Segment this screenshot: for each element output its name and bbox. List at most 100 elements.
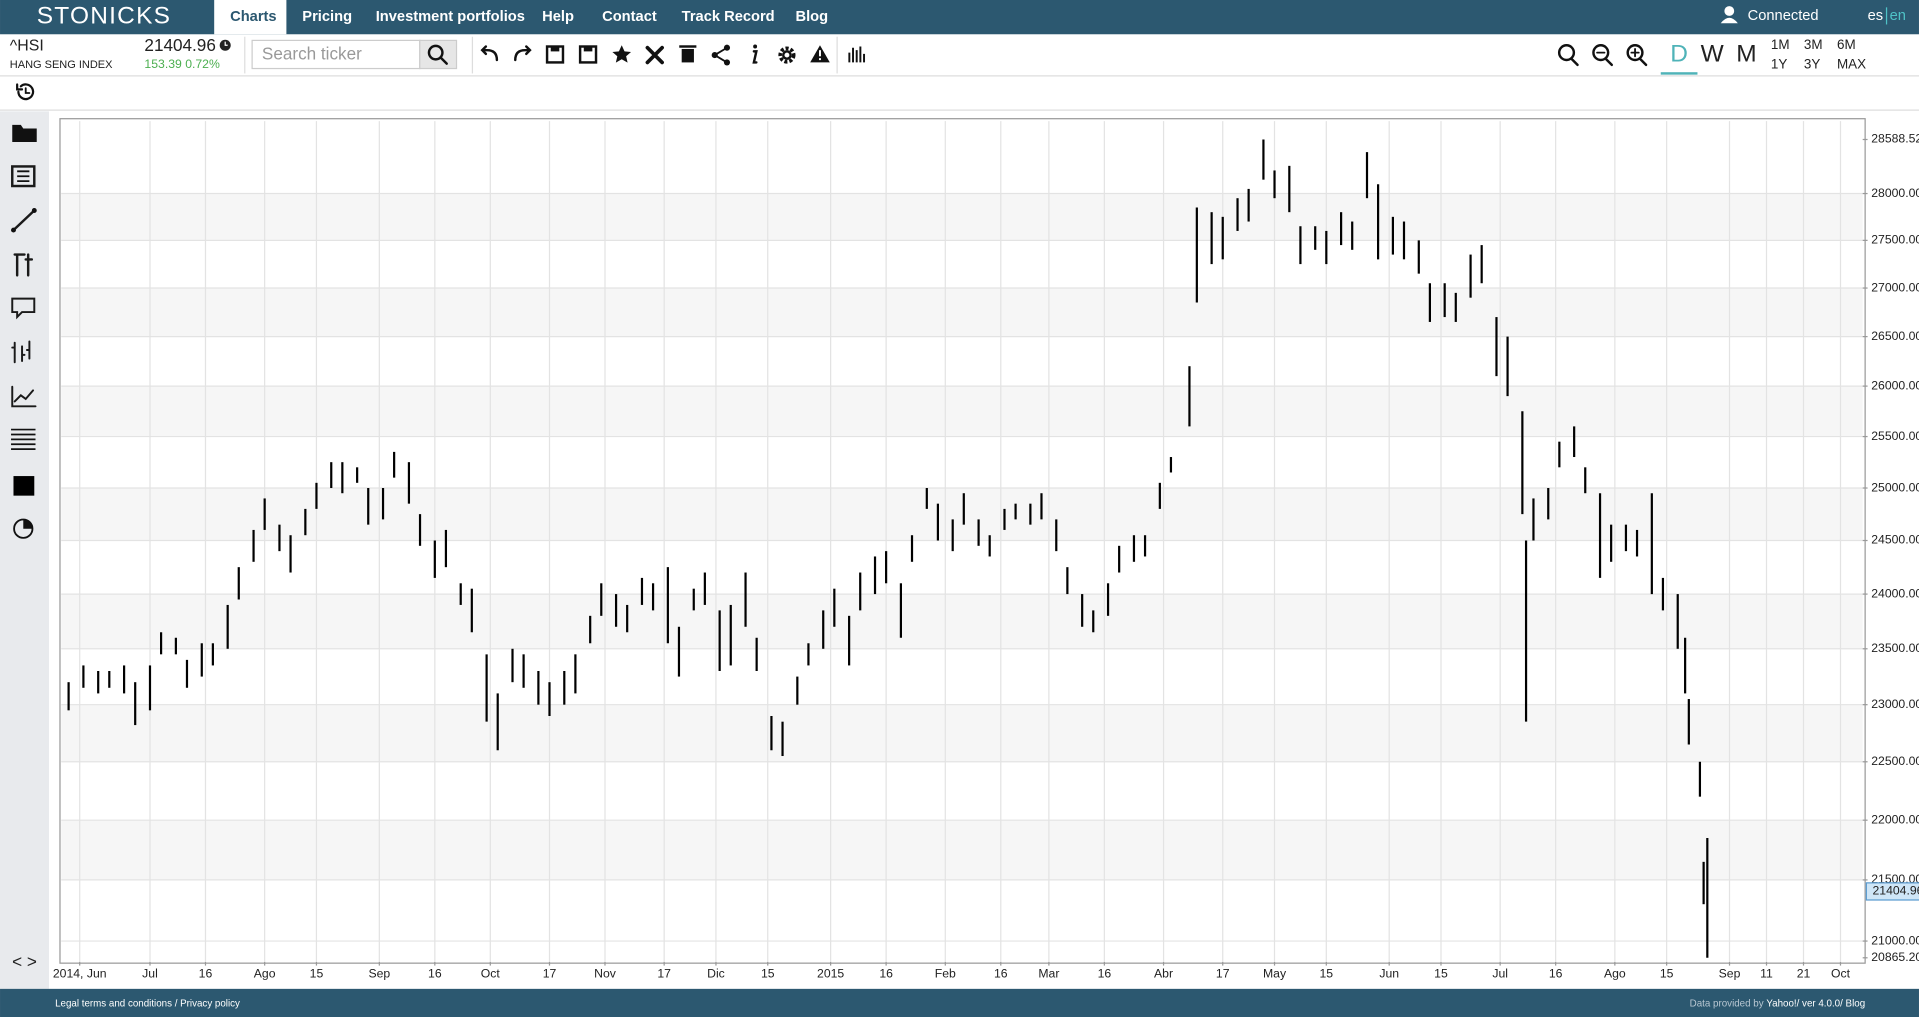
x-tick-label: Mar xyxy=(1038,966,1059,980)
x-tick-label: Feb xyxy=(935,966,956,980)
ticker-price: 21404.96 xyxy=(144,35,215,55)
nav-item[interactable]: Help xyxy=(542,9,574,25)
y-tick-label: 24500.00 xyxy=(1871,533,1919,547)
x-tick-label: 15 xyxy=(761,966,775,980)
nav-item[interactable]: Investment portfolios xyxy=(376,9,525,25)
redo-button[interactable] xyxy=(514,45,532,62)
footer-separator: / xyxy=(175,998,178,1009)
toolbar-row: ^HSI HANG SENG INDEX 21404.96 153.39 0.7… xyxy=(10,35,1866,75)
footer: Legal terms and conditions / Privacy pol… xyxy=(0,988,1919,1017)
nav-item[interactable]: Pricing xyxy=(302,9,352,25)
language-en[interactable]: en xyxy=(1890,8,1906,24)
line-tool-button[interactable] xyxy=(11,208,37,233)
nav-bar xyxy=(0,0,1919,35)
x-tick-label: 17 xyxy=(1216,966,1230,980)
connection-status[interactable]: Connected xyxy=(1748,8,1819,24)
range-button[interactable]: 1Y xyxy=(1771,56,1787,71)
settings-button[interactable] xyxy=(778,46,796,64)
x-tick-label: 17 xyxy=(543,966,557,980)
save-button[interactable] xyxy=(545,45,565,64)
provided-by: Data provided by xyxy=(1690,998,1764,1009)
footer-credits: Data provided by Yahoo!/ ver 4.0.0/ Blog xyxy=(1690,998,1865,1009)
x-tick-label: 16 xyxy=(879,966,893,980)
sidebar: < > xyxy=(0,111,49,989)
fib-tool-button[interactable] xyxy=(13,253,34,277)
source-link[interactable]: Yahoo! xyxy=(1766,998,1796,1009)
footer-links: Legal terms and conditions / Privacy pol… xyxy=(55,998,240,1009)
version: / ver 4.0.0/ xyxy=(1797,998,1843,1009)
x-tick-label: May xyxy=(1263,966,1287,980)
privacy-link[interactable]: Privacy policy xyxy=(180,998,240,1009)
indicators-button[interactable] xyxy=(11,385,37,408)
zoom-in-button[interactable] xyxy=(1626,44,1648,67)
chart: 21000.0021500.0022000.0022500.0023000.00… xyxy=(53,121,1919,980)
user-icon xyxy=(1720,6,1738,24)
range-button[interactable]: 3Y xyxy=(1804,56,1820,71)
x-tick-label: Abr xyxy=(1154,966,1173,980)
scale-button[interactable]: M xyxy=(1736,41,1756,68)
scale-button[interactable]: D xyxy=(1670,41,1688,68)
list-button[interactable] xyxy=(11,165,36,188)
y-tick-label: 25000.00 xyxy=(1871,480,1919,494)
zoom-fit-button[interactable] xyxy=(1557,44,1579,67)
zoom-out-button[interactable] xyxy=(1592,44,1614,67)
x-tick-label: Jul xyxy=(1492,966,1508,980)
clock-icon xyxy=(219,39,231,51)
grid-button[interactable] xyxy=(11,428,36,451)
y-tick-label: 21000.00 xyxy=(1871,933,1919,947)
grid-band xyxy=(61,594,1863,649)
delete-button[interactable] xyxy=(679,45,697,63)
grid-band xyxy=(61,288,1863,337)
logo[interactable]: STONICKS xyxy=(37,3,171,30)
range-button[interactable]: 1M xyxy=(1771,37,1790,52)
y-tick-label: 28588.52 xyxy=(1871,132,1919,146)
comment-button[interactable] xyxy=(11,297,36,320)
nav-item[interactable]: Contact xyxy=(602,9,657,25)
favorite-button[interactable] xyxy=(612,45,632,63)
y-tick-label: 27500.00 xyxy=(1871,233,1919,247)
grid-band xyxy=(61,193,1863,241)
range-button[interactable]: 6M xyxy=(1837,37,1856,52)
y-tick-label: 20865.20 xyxy=(1871,950,1919,964)
nav-item[interactable]: Blog xyxy=(796,9,829,25)
x-tick-label: Oct xyxy=(1831,966,1851,980)
close-button[interactable] xyxy=(645,45,664,65)
active-tab xyxy=(214,0,287,35)
x-tick-label: Nov xyxy=(594,966,617,980)
range-button[interactable]: MAX xyxy=(1837,56,1866,71)
sidebar-bg xyxy=(0,111,49,989)
search-button[interactable] xyxy=(419,39,458,70)
y-tick-label: 22000.00 xyxy=(1871,812,1919,826)
y-tick-label: 22500.00 xyxy=(1871,754,1919,768)
y-tick-label: 24000.00 xyxy=(1871,586,1919,600)
color-button[interactable] xyxy=(13,476,35,496)
open-button[interactable] xyxy=(12,124,37,142)
undo-button[interactable] xyxy=(480,45,499,62)
range-button[interactable]: 3M xyxy=(1804,37,1823,52)
scale-button[interactable]: W xyxy=(1701,41,1725,68)
blog-link[interactable]: Blog xyxy=(1846,998,1866,1009)
y-tick-label: 26000.00 xyxy=(1871,378,1919,392)
nav-item[interactable]: Track Record xyxy=(682,9,775,25)
x-tick-label: 15 xyxy=(1320,966,1334,980)
bars-button[interactable] xyxy=(11,340,31,364)
x-tick-label: 2015 xyxy=(817,966,844,980)
ticker-change: 153.39 0.72% xyxy=(144,57,220,71)
legal-link[interactable]: Legal terms and conditions xyxy=(55,998,172,1009)
history-button[interactable] xyxy=(16,83,35,101)
pager[interactable]: < > xyxy=(12,952,37,972)
share-button[interactable] xyxy=(711,44,731,66)
save-all-button[interactable] xyxy=(578,45,598,64)
volume-button[interactable] xyxy=(848,46,866,63)
info-button[interactable] xyxy=(752,44,758,64)
top-nav: STONICKS Charts Pricing Investment portfol… xyxy=(0,0,1919,35)
x-tick-label: 16 xyxy=(199,966,213,980)
x-tick-label: 16 xyxy=(1549,966,1563,980)
x-tick-label: 15 xyxy=(310,966,324,980)
language-es[interactable]: es xyxy=(1868,8,1883,24)
y-tick-label: 23500.00 xyxy=(1871,641,1919,655)
theme-button[interactable] xyxy=(13,518,34,539)
alert-button[interactable] xyxy=(810,45,830,63)
nav-item[interactable]: Charts xyxy=(230,9,276,25)
